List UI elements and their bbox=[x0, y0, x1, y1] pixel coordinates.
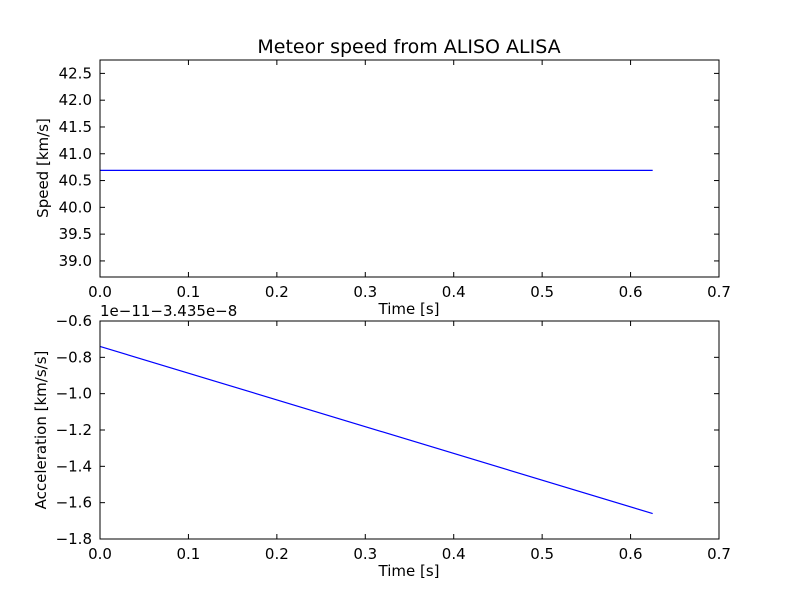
acceleration-chart-x-tick-label: 0.1 bbox=[176, 545, 200, 563]
acceleration-chart-y-tick-label: −1.4 bbox=[56, 457, 92, 475]
speed-chart-y-tick-label: 40.5 bbox=[59, 172, 92, 190]
acceleration-chart-x-tick-label: 0.4 bbox=[442, 545, 466, 563]
acceleration-chart-x-tick-label: 0.2 bbox=[265, 545, 289, 563]
speed-chart-x-tick-label: 0.0 bbox=[88, 283, 112, 301]
acceleration-chart-y-tick-label: −1.0 bbox=[56, 385, 92, 403]
acceleration-chart-x-tick-label: 0.3 bbox=[353, 545, 377, 563]
acceleration-chart-x-tick-label: 0.6 bbox=[619, 545, 643, 563]
acceleration-chart: 0.0 0.1 0.2 0.3 0.4 0.5 0.6 0.7 −1.8 −1.6 −1.4 −1.2… bbox=[32, 302, 731, 580]
speed-chart-y-tick-label: 39.0 bbox=[59, 252, 92, 270]
speed-chart-title: Meteor speed from ALISO ALISA bbox=[257, 36, 560, 58]
acceleration-chart-y-axis-label: Acceleration [km/s/s] bbox=[32, 351, 50, 510]
speed-chart-frame bbox=[99, 59, 720, 278]
acceleration-chart-y-tick-label: −0.8 bbox=[56, 348, 92, 366]
acceleration-chart-x-tick-label: 0.7 bbox=[707, 545, 731, 563]
speed-chart-ticks: 0.0 0.1 0.2 0.3 0.4 0.5 0.6 0.7 39.0 39.5 40.0 40.5… bbox=[59, 60, 731, 301]
speed-chart: Meteor speed from ALISO ALISA 0.0 0.1 0.2 0… bbox=[34, 36, 731, 318]
speed-chart-x-tick-label: 0.7 bbox=[707, 283, 731, 301]
speed-chart-y-tick-label: 41.5 bbox=[59, 118, 92, 136]
acceleration-chart-x-axis-label: Time [s] bbox=[378, 562, 440, 580]
speed-chart-x-tick-label: 0.4 bbox=[442, 283, 466, 301]
acceleration-chart-series-line bbox=[99, 345, 653, 515]
acceleration-chart-y-tick-label: −1.2 bbox=[56, 421, 92, 439]
acceleration-chart-y-tick-label: −0.6 bbox=[56, 312, 92, 330]
acceleration-chart-offset-text: 1e−11−3.435e−8 bbox=[100, 302, 237, 320]
speed-chart-y-tick-label: 42.0 bbox=[59, 91, 92, 109]
acceleration-chart-frame bbox=[99, 320, 720, 540]
speed-chart-y-tick-label: 40.0 bbox=[59, 198, 92, 216]
speed-chart-y-tick-label: 41.0 bbox=[59, 145, 92, 163]
speed-chart-y-tick-label: 42.5 bbox=[59, 64, 92, 82]
speed-chart-x-tick-label: 0.1 bbox=[176, 283, 200, 301]
acceleration-chart-x-tick-label: 0.0 bbox=[88, 545, 112, 563]
speed-chart-x-tick-label: 0.6 bbox=[619, 283, 643, 301]
speed-chart-x-tick-label: 0.5 bbox=[530, 283, 554, 301]
speed-chart-x-tick-label: 0.2 bbox=[265, 283, 289, 301]
acceleration-chart-plot-area bbox=[99, 345, 653, 515]
speed-chart-x-axis-label: Time [s] bbox=[378, 300, 440, 318]
speed-chart-y-axis-label: Speed [km/s] bbox=[34, 118, 52, 218]
speed-chart-y-tick-label: 39.5 bbox=[59, 225, 92, 243]
acceleration-chart-ticks: 0.0 0.1 0.2 0.3 0.4 0.5 0.6 0.7 −1.8 −1.6 −1.4 −1.2… bbox=[56, 312, 731, 563]
acceleration-chart-y-tick-label: −1.6 bbox=[56, 494, 92, 512]
acceleration-chart-y-tick-label: −1.8 bbox=[56, 530, 92, 548]
speed-chart-x-tick-label: 0.3 bbox=[353, 283, 377, 301]
acceleration-chart-x-tick-label: 0.5 bbox=[530, 545, 554, 563]
